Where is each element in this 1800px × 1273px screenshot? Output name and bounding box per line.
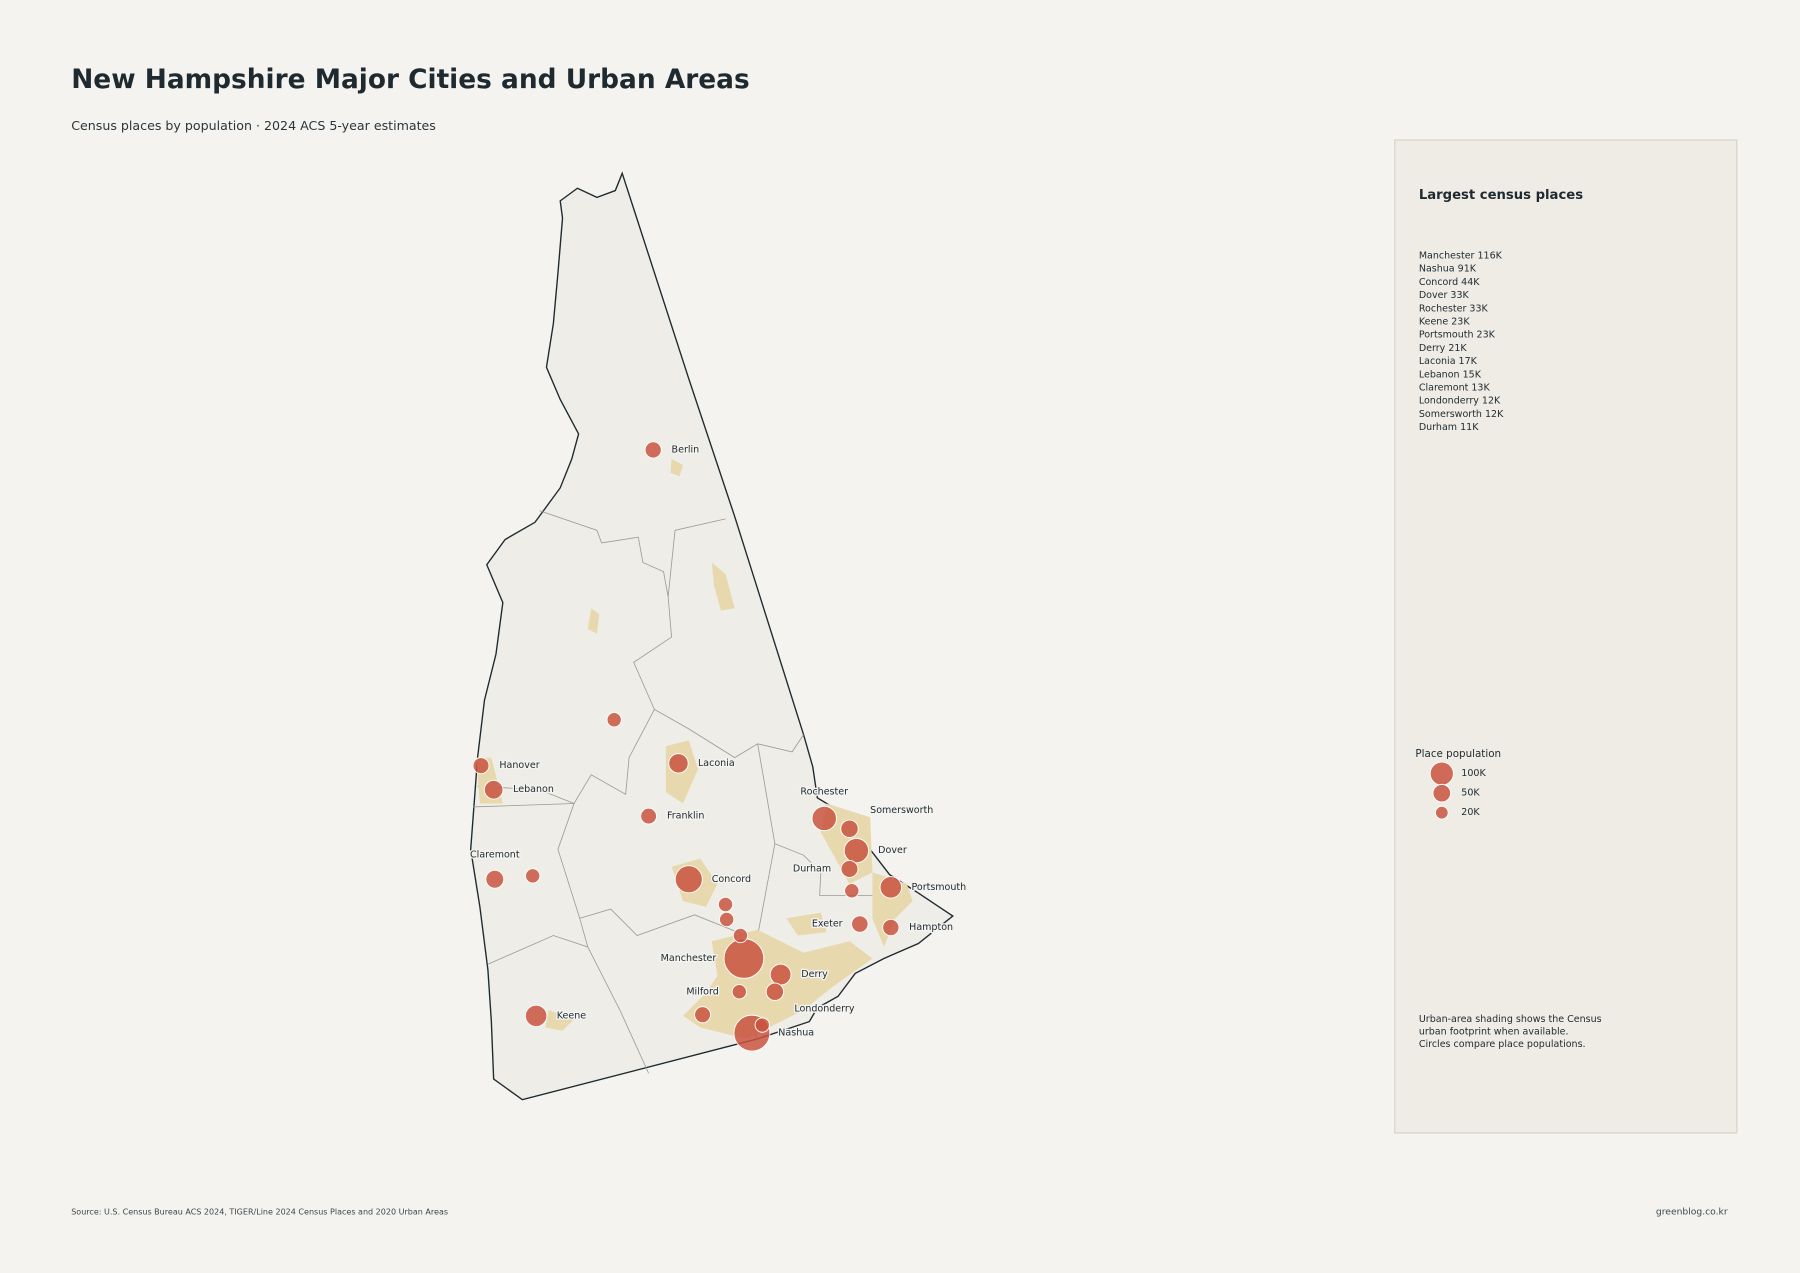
list-item: Claremont 13K — [1419, 382, 1491, 393]
place-marker — [811, 805, 837, 832]
place-marker — [765, 982, 785, 1001]
list-item: Concord 44K — [1419, 277, 1480, 288]
place-label: Dover — [878, 845, 907, 856]
map: Manchester Nashua Concord Dover Rochester Kee… — [469, 171, 968, 1101]
place-label: Nashua — [778, 1028, 814, 1039]
place-label: Hampton — [909, 922, 953, 933]
place-label: Berlin — [672, 444, 700, 455]
place-marker — [524, 1004, 548, 1028]
place-marker — [640, 807, 658, 825]
place-marker — [769, 963, 792, 986]
list-item: Durham 11K — [1419, 422, 1479, 433]
place-marker — [485, 869, 505, 889]
place-marker — [731, 984, 747, 1000]
place-marker — [668, 753, 689, 774]
place-label: Derry — [801, 969, 828, 980]
place-label: Londonderry — [794, 1003, 854, 1014]
legend-circle — [1429, 761, 1454, 786]
place-label: Durham — [793, 863, 831, 874]
place-marker — [606, 712, 622, 728]
legend-circle — [1434, 805, 1449, 820]
note-line: Circles compare place populations. — [1419, 1039, 1586, 1050]
place-label: Claremont — [470, 850, 520, 861]
title: New Hampshire Major Cities and Urban Are… — [71, 64, 749, 95]
legend-title: Place population — [1415, 748, 1501, 760]
place-label: Manchester — [661, 953, 717, 964]
list-item: Dover 33K — [1419, 290, 1470, 301]
place-label: Portsmouth — [911, 882, 966, 893]
place-label: Keene — [557, 1010, 587, 1021]
place-marker — [472, 757, 490, 775]
list-item: Laconia 17K — [1419, 356, 1478, 367]
place-marker — [674, 865, 703, 894]
list-item: Rochester 33K — [1419, 303, 1489, 314]
place-label: Franklin — [667, 811, 704, 822]
list-item: Lebanon 15K — [1419, 369, 1482, 380]
place-marker — [840, 859, 859, 878]
note-line: urban footprint when available. — [1419, 1026, 1569, 1037]
note-line: Urban-area shading shows the Census — [1419, 1014, 1602, 1025]
place-marker — [723, 938, 765, 979]
place-marker — [879, 876, 903, 899]
place-label: Milford — [686, 986, 718, 997]
legend-label: 100K — [1461, 768, 1486, 779]
place-marker — [754, 1017, 770, 1033]
source: Source: U.S. Census Bureau ACS 2024, TIG… — [71, 1208, 448, 1217]
side-panel — [1394, 139, 1738, 1134]
place-label: Somersworth — [870, 805, 933, 816]
place-marker — [851, 915, 869, 933]
place-marker — [844, 883, 860, 899]
place-marker — [719, 911, 735, 928]
state-outline — [469, 171, 954, 1101]
list-item: Portsmouth 23K — [1419, 330, 1496, 341]
panel-heading: Largest census places — [1419, 188, 1583, 203]
place-label: Concord — [712, 874, 751, 885]
place-label: Exeter — [812, 919, 843, 930]
legend-circle — [1432, 783, 1452, 803]
credit: greenblog.co.kr — [1656, 1207, 1728, 1218]
legend-label: 20K — [1461, 807, 1480, 818]
list-item: Somersworth 12K — [1419, 409, 1504, 420]
subtitle: Census places by population · 2024 ACS 5… — [71, 118, 436, 133]
list-item: Londonderry 12K — [1419, 396, 1501, 407]
list-item: Derry 21K — [1419, 343, 1468, 354]
list-item: Keene 23K — [1419, 316, 1470, 327]
list-item: Manchester 116K — [1419, 250, 1503, 261]
list-item: Nashua 91K — [1419, 264, 1477, 275]
place-marker — [644, 441, 662, 459]
place-marker — [840, 819, 859, 838]
place-marker — [882, 918, 900, 937]
place-label: Rochester — [800, 787, 848, 798]
place-marker — [717, 896, 734, 913]
place-marker — [694, 1006, 712, 1024]
place-marker — [732, 927, 749, 944]
legend-label: 50K — [1461, 788, 1480, 799]
place-marker — [483, 779, 504, 800]
place-label: Lebanon — [513, 784, 554, 795]
place-marker — [525, 868, 541, 884]
place-label: Hanover — [499, 760, 539, 771]
place-label: Laconia — [698, 758, 735, 769]
place-marker — [843, 837, 870, 864]
